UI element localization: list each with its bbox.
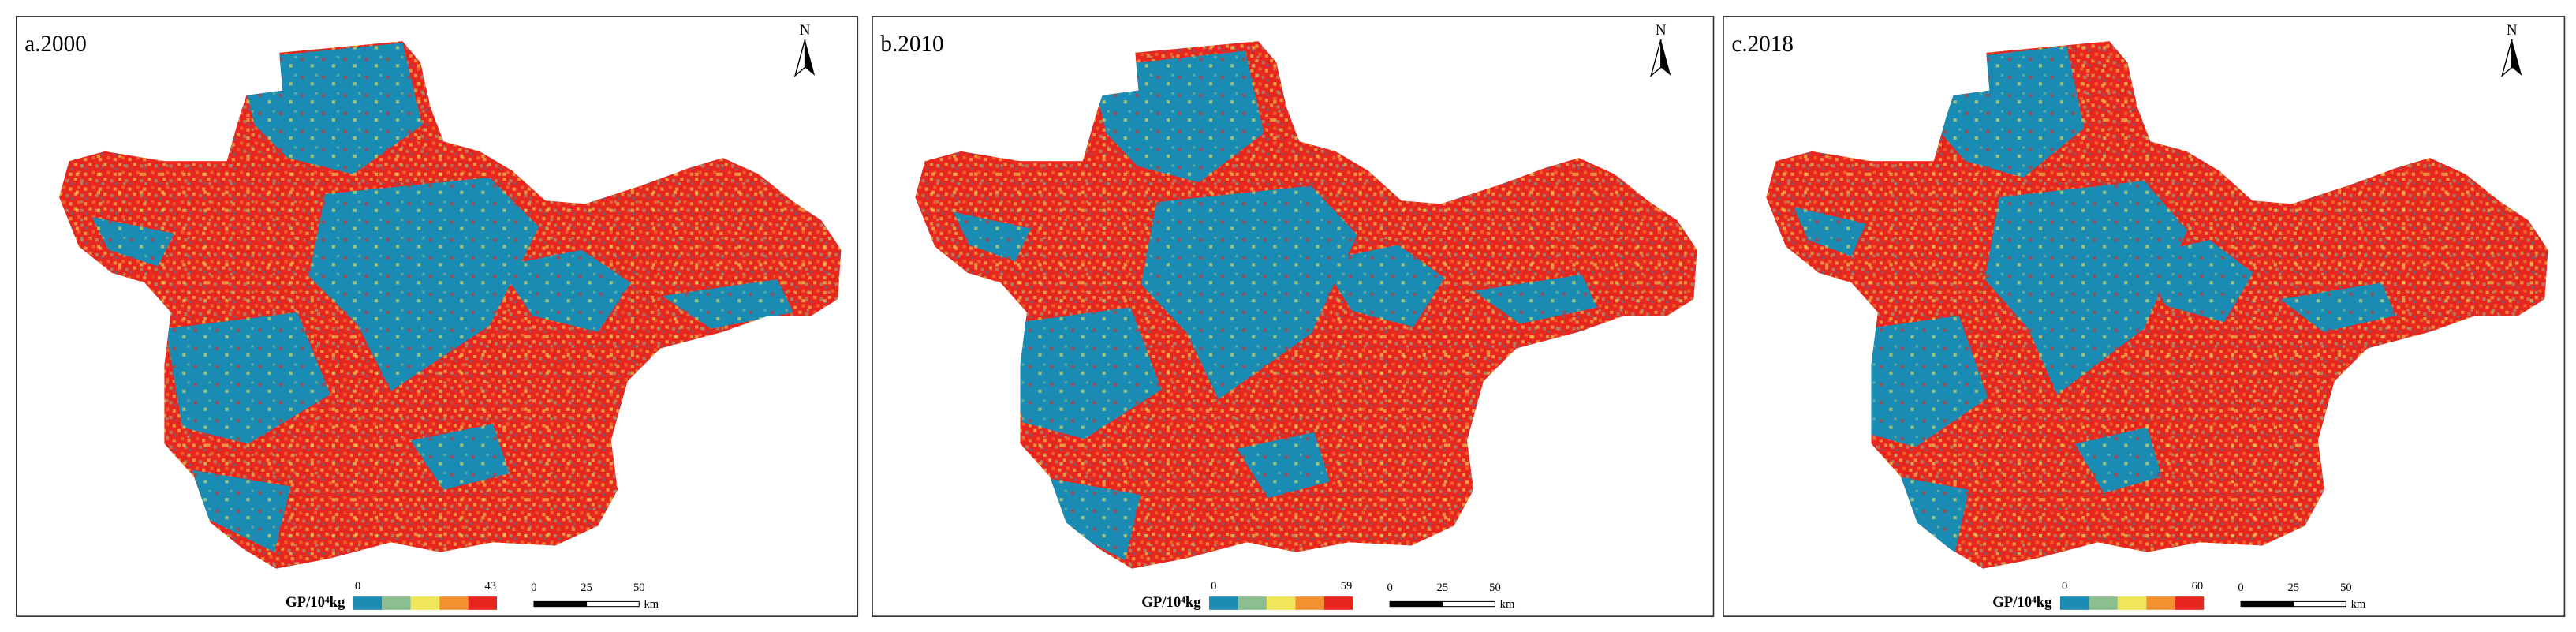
scale-tick-label: 50 xyxy=(1489,582,1501,594)
legend-swatch xyxy=(439,596,469,610)
legend-swatch xyxy=(2175,596,2205,610)
scale-tick-label: 0 xyxy=(2238,582,2243,594)
scale-bar xyxy=(1442,600,1495,608)
scale-tick-label: 25 xyxy=(581,582,592,594)
legend-title: GP/10⁴kg xyxy=(1992,594,2052,611)
scale-unit: km xyxy=(1500,598,1515,611)
scale-bar xyxy=(2240,600,2294,608)
scale-unit: km xyxy=(644,598,659,611)
north-arrow xyxy=(1650,39,1662,77)
legend-max: 60 xyxy=(2192,580,2204,593)
panel-label: b.2010 xyxy=(880,32,943,57)
north-label: N xyxy=(1656,22,1667,39)
map-panel: c.2018 N GP/10⁴kg 0 60 0 25 50 km xyxy=(1723,16,2566,617)
north-arrow xyxy=(2511,39,2522,76)
legend-swatch xyxy=(410,596,440,610)
scale-tick-label: 50 xyxy=(633,582,645,594)
legend-min: 0 xyxy=(2062,580,2067,593)
north-label: N xyxy=(2507,22,2518,39)
legend-swatch xyxy=(1295,596,1324,610)
scale-bar xyxy=(2293,600,2346,608)
legend-title: GP/10⁴kg xyxy=(1141,594,1201,611)
scale-tick-label: 25 xyxy=(1437,582,1449,594)
scale-bar xyxy=(586,600,640,608)
legend-max: 43 xyxy=(484,580,496,593)
scale-bar xyxy=(533,600,588,608)
panel-label: c.2018 xyxy=(1731,32,1794,57)
map-panel: a.2000 N GP/10⁴kg 0 43 0 25 50 km xyxy=(15,16,859,617)
scale-tick-label: 0 xyxy=(1387,582,1392,594)
map-panel: b.2010 N GP/10⁴kg 0 59 0 25 50 km xyxy=(872,16,1715,617)
legend-title: GP/10⁴kg xyxy=(286,594,345,611)
north-label: N xyxy=(800,22,811,39)
legend-swatch xyxy=(353,596,383,610)
legend-swatch xyxy=(2089,596,2118,610)
legend-swatch xyxy=(2117,596,2147,610)
legend-min: 0 xyxy=(355,580,360,593)
legend-swatch xyxy=(468,596,498,610)
scale-tick-label: 50 xyxy=(2340,582,2352,594)
scale-tick-label: 0 xyxy=(531,582,536,594)
scale-tick-label: 25 xyxy=(2287,582,2299,594)
legend-swatch xyxy=(2059,596,2089,610)
legend-max: 59 xyxy=(1341,580,1353,593)
legend-swatch xyxy=(1209,596,1238,610)
scale-bar xyxy=(1389,600,1443,608)
legend-min: 0 xyxy=(1211,580,1216,593)
legend-swatch xyxy=(2146,596,2175,610)
legend-swatch xyxy=(1323,596,1353,610)
legend-swatch xyxy=(1266,596,1296,610)
legend-swatch xyxy=(1238,596,1267,610)
panel-label: a.2000 xyxy=(24,32,87,57)
legend-swatch xyxy=(382,596,411,610)
scale-unit: km xyxy=(2351,598,2366,611)
